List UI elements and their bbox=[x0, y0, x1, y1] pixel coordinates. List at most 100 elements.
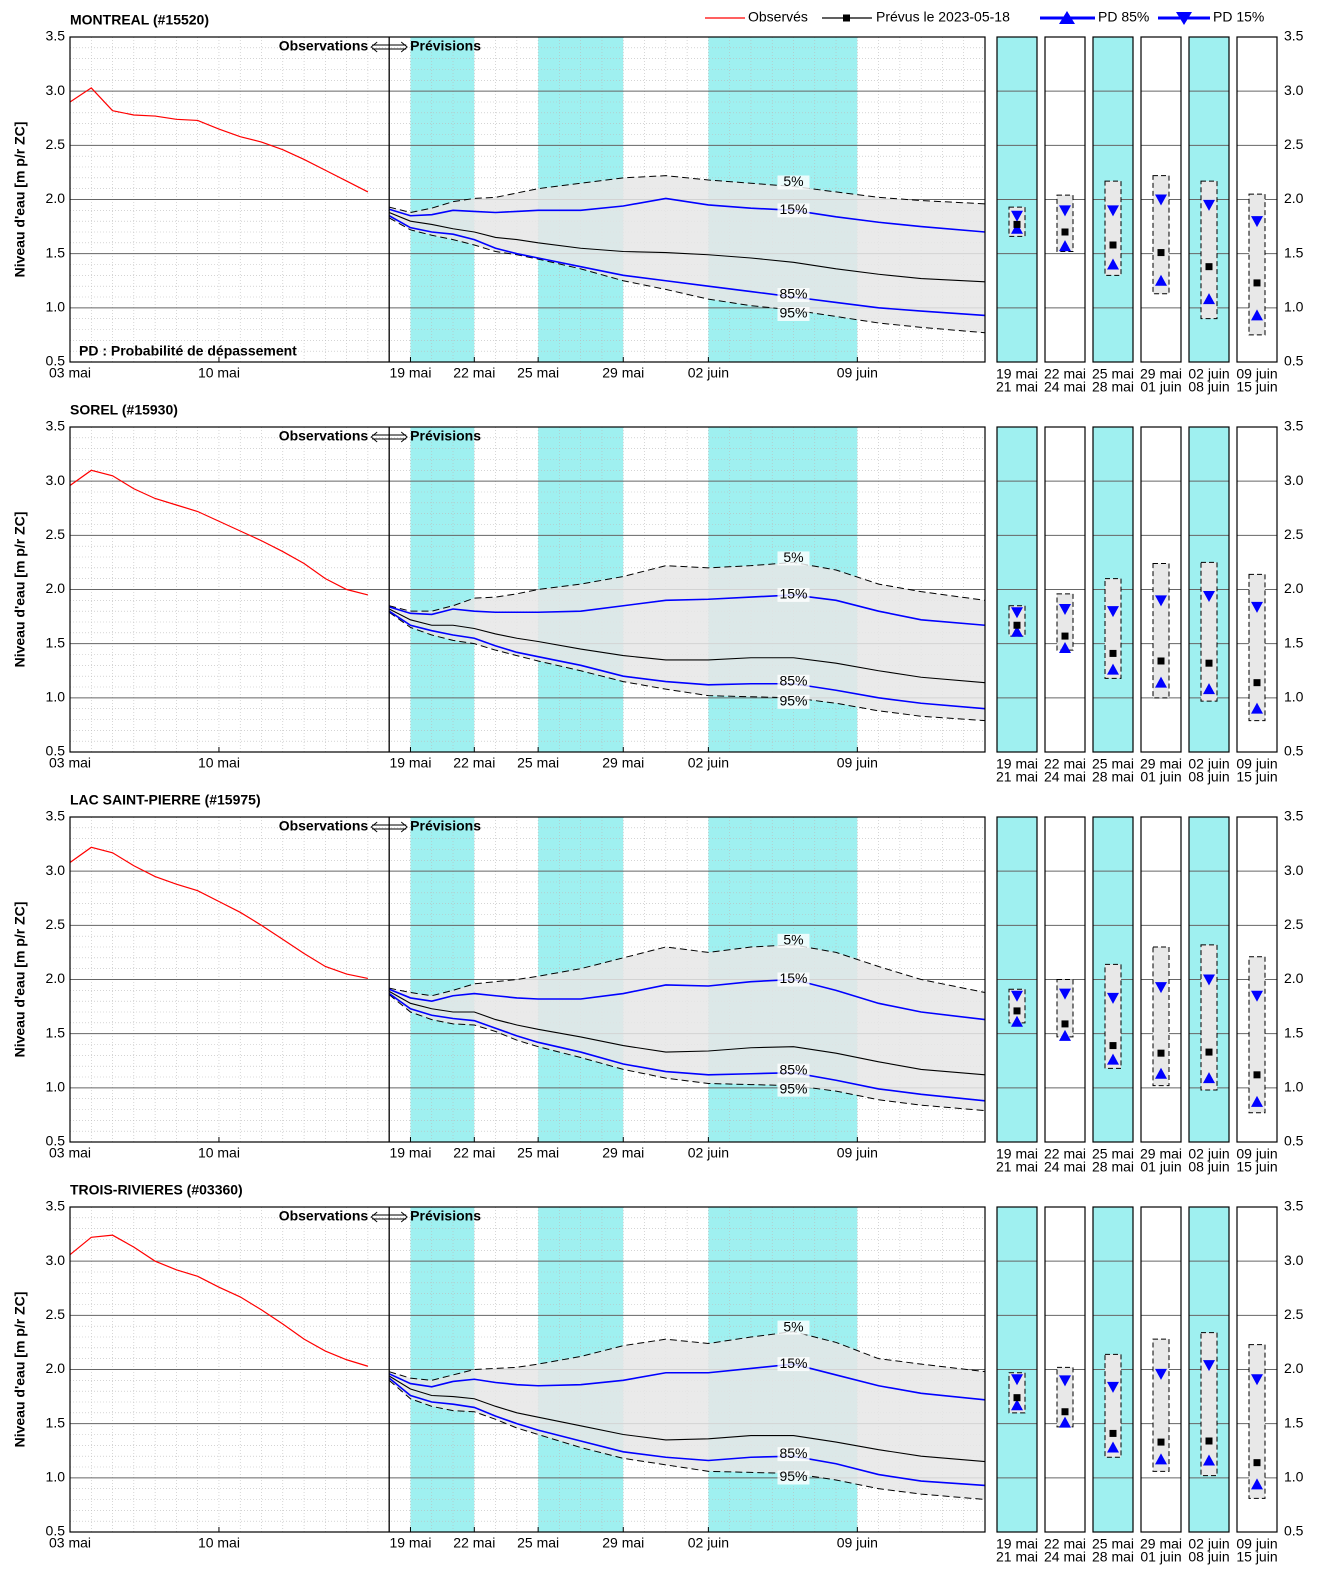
x-tick-label: 10 mai bbox=[198, 365, 240, 381]
summary-label: 02 juin bbox=[1188, 1146, 1229, 1162]
summary-label: 28 mai bbox=[1092, 379, 1134, 395]
summary-label: 29 mai bbox=[1140, 1146, 1182, 1162]
x-tick-label: 19 mai bbox=[389, 365, 431, 381]
x-tick-label: 25 mai bbox=[517, 365, 559, 381]
summary-label: 08 juin bbox=[1188, 1549, 1229, 1565]
summary-frame bbox=[1236, 426, 1278, 753]
y-tick-label-right: 3.5 bbox=[1284, 28, 1304, 44]
x-tick-label: 09 juin bbox=[837, 365, 878, 381]
summary-frame bbox=[1236, 36, 1278, 363]
x-tick-label: 29 mai bbox=[602, 1535, 644, 1551]
summary-pd85 bbox=[1107, 1441, 1119, 1453]
legend-label: PD 15% bbox=[1213, 9, 1264, 25]
summary-pd15 bbox=[1251, 601, 1263, 613]
summary-label: 01 juin bbox=[1140, 1159, 1181, 1175]
summary-frame bbox=[1236, 816, 1278, 1143]
summary-label: 08 juin bbox=[1188, 769, 1229, 785]
y-tick-label-right: 3.0 bbox=[1284, 1252, 1304, 1268]
annotation-left: Observations bbox=[279, 1208, 369, 1224]
summary-median bbox=[1061, 228, 1069, 236]
y-tick-label: 0.5 bbox=[46, 743, 66, 759]
summary-label: 25 mai bbox=[1092, 1536, 1134, 1552]
summary-range bbox=[1152, 1338, 1170, 1472]
summary-frame bbox=[1044, 426, 1086, 753]
y-tick-label: 2.5 bbox=[46, 916, 66, 932]
curve-label-bg bbox=[777, 1470, 810, 1485]
summary-label: 08 juin bbox=[1188, 1159, 1229, 1175]
p5-line bbox=[389, 1331, 986, 1381]
observed-line bbox=[69, 469, 369, 596]
pd85-line bbox=[388, 215, 986, 317]
summary-frame bbox=[1188, 426, 1230, 753]
summary-pd15 bbox=[1203, 1360, 1215, 1372]
y-tick-label: 2.0 bbox=[46, 970, 66, 986]
x-tick-label: 25 mai bbox=[517, 755, 559, 771]
x-tick-label: 03 mai bbox=[49, 365, 91, 381]
summary-pd85 bbox=[1107, 663, 1119, 675]
summary-pd85 bbox=[1059, 240, 1071, 252]
x-tick-label: 29 mai bbox=[602, 1145, 644, 1161]
summary-pd15 bbox=[1251, 216, 1263, 228]
summary-pd85 bbox=[1011, 625, 1023, 637]
curve-label-bg bbox=[777, 694, 810, 709]
plot-frame bbox=[69, 426, 986, 753]
p5-line bbox=[389, 561, 986, 612]
y-axis-label: Niveau d'eau [m p/r ZC] bbox=[12, 902, 28, 1058]
x-tick-label: 03 mai bbox=[49, 1145, 91, 1161]
y-tick-label: 1.0 bbox=[46, 299, 66, 315]
summary-pd15 bbox=[1107, 1381, 1119, 1393]
summary-median bbox=[1061, 632, 1069, 640]
curve-label: 15% bbox=[779, 970, 807, 986]
summary-pd85 bbox=[1203, 1072, 1215, 1084]
pd15-line bbox=[388, 594, 986, 627]
summary-label: 24 mai bbox=[1044, 1159, 1086, 1175]
summary-label: 15 juin bbox=[1236, 769, 1277, 785]
x-tick-label: 02 juin bbox=[688, 1145, 729, 1161]
median-line bbox=[388, 990, 986, 1076]
curve-label: 5% bbox=[783, 932, 803, 948]
y-tick-label: 2.0 bbox=[46, 1360, 66, 1376]
summary-median bbox=[1109, 1429, 1117, 1437]
curve-label: 85% bbox=[779, 672, 807, 688]
summary-median bbox=[1253, 279, 1261, 287]
curve-label: 95% bbox=[779, 1080, 807, 1096]
y-tick-label: 1.0 bbox=[46, 1469, 66, 1485]
y-tick-label-right: 3.0 bbox=[1284, 472, 1304, 488]
summary-pd85 bbox=[1155, 274, 1167, 286]
summary-label: 21 mai bbox=[996, 379, 1038, 395]
y-tick-label: 0.5 bbox=[46, 1133, 66, 1149]
median-line bbox=[388, 608, 986, 684]
summary-label: 19 mai bbox=[996, 366, 1038, 382]
summary-frame bbox=[1188, 36, 1230, 363]
summary-label: 25 mai bbox=[1092, 1146, 1134, 1162]
summary-pd15 bbox=[1203, 591, 1215, 602]
y-tick-label: 2.5 bbox=[46, 526, 66, 542]
summary-pd15 bbox=[1011, 607, 1023, 619]
summary-pd15 bbox=[1059, 1375, 1071, 1387]
summary-frame bbox=[1140, 1206, 1182, 1533]
probability-band bbox=[389, 944, 985, 1111]
summary-label: 22 mai bbox=[1044, 1146, 1086, 1162]
summary-label: 02 juin bbox=[1188, 1536, 1229, 1552]
curve-label-bg bbox=[777, 551, 810, 566]
y-tick-label-right: 0.5 bbox=[1284, 743, 1304, 759]
summary-median bbox=[1253, 1459, 1261, 1467]
annotation-arrow bbox=[370, 1211, 408, 1223]
summary-label: 24 mai bbox=[1044, 379, 1086, 395]
panel-title: SOREL (#15930) bbox=[70, 402, 178, 418]
pd15-line bbox=[388, 197, 986, 233]
summary-median bbox=[1061, 1020, 1069, 1028]
x-tick-label: 09 juin bbox=[837, 1145, 878, 1161]
summary-pd85 bbox=[1059, 642, 1071, 653]
x-tick-label: 19 mai bbox=[389, 755, 431, 771]
x-tick-label: 22 mai bbox=[453, 1145, 495, 1161]
summary-pd85 bbox=[1251, 702, 1263, 714]
y-tick-label: 3.0 bbox=[46, 82, 66, 98]
summary-label: 25 mai bbox=[1092, 756, 1134, 772]
y-tick-label-right: 2.5 bbox=[1284, 1306, 1304, 1322]
summary-range bbox=[1104, 1353, 1122, 1458]
curve-label-bg bbox=[777, 1447, 810, 1462]
x-tick-label: 02 juin bbox=[688, 365, 729, 381]
y-tick-label-right: 1.0 bbox=[1284, 689, 1304, 705]
summary-range bbox=[1200, 944, 1218, 1091]
